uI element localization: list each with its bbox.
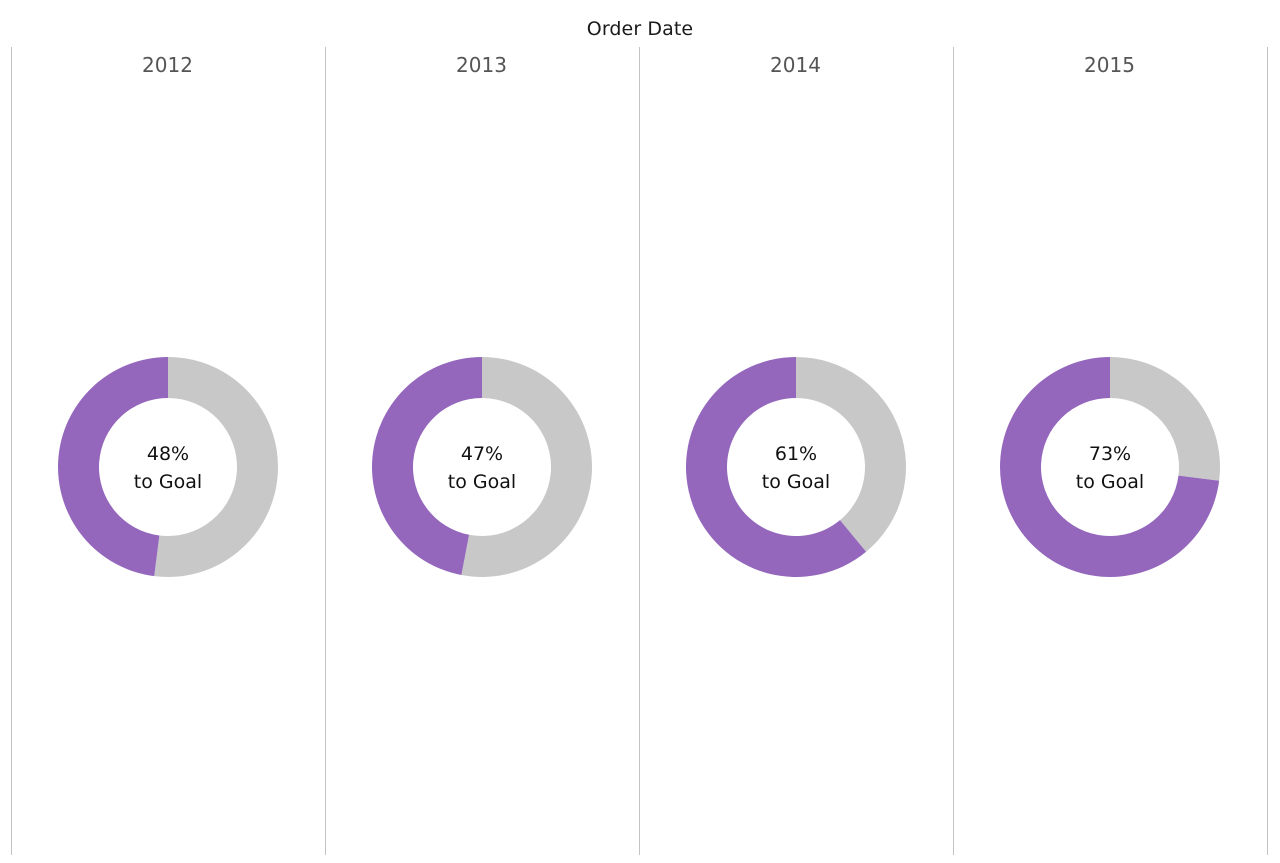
donut-chart-2012 (58, 357, 279, 577)
panel-divider (953, 47, 954, 855)
donut-center-label-2014: 61% to Goal (716, 440, 876, 496)
donut-remainder-slice-2015[interactable] (1110, 357, 1220, 481)
percent-to-goal-value: 47% (460, 443, 504, 465)
donut-remainder-slice-2012[interactable] (154, 357, 279, 577)
panel-divider (325, 47, 326, 855)
year-header-2012: 2012 (142, 53, 193, 77)
chart-title: Order Date (586, 18, 694, 40)
percent-to-goal-value: 48% (146, 443, 190, 465)
year-header-2014: 2014 (770, 53, 821, 77)
panel-divider (11, 47, 12, 855)
donut-progress-slice-2012[interactable] (58, 357, 168, 577)
panel-divider (639, 47, 640, 855)
year-header-2013: 2013 (456, 53, 507, 77)
panel-divider (1267, 47, 1268, 855)
percent-to-goal-value: 61% (774, 443, 818, 465)
donut-chart-2015 (1000, 357, 1220, 577)
to-goal-caption: to Goal (133, 471, 203, 493)
to-goal-caption: to Goal (761, 471, 831, 493)
to-goal-caption: to Goal (1075, 471, 1145, 493)
to-goal-caption: to Goal (447, 471, 517, 493)
donut-center-label-2013: 47% to Goal (402, 440, 562, 496)
donut-remainder-slice-2013[interactable] (461, 357, 593, 577)
percent-to-goal-value: 73% (1088, 443, 1132, 465)
donut-center-label-2012: 48% to Goal (88, 440, 248, 496)
donut-progress-slice-2015[interactable] (1000, 357, 1220, 577)
donut-progress-slice-2013[interactable] (372, 357, 482, 576)
donut-center-label-2015: 73% to Goal (1030, 440, 1190, 496)
donut-chart-2014 (686, 357, 906, 577)
donut-chart-2013 (372, 357, 593, 577)
year-header-2015: 2015 (1084, 53, 1135, 77)
donut-remainder-slice-2014[interactable] (796, 357, 906, 552)
donut-progress-slice-2014[interactable] (686, 357, 867, 577)
